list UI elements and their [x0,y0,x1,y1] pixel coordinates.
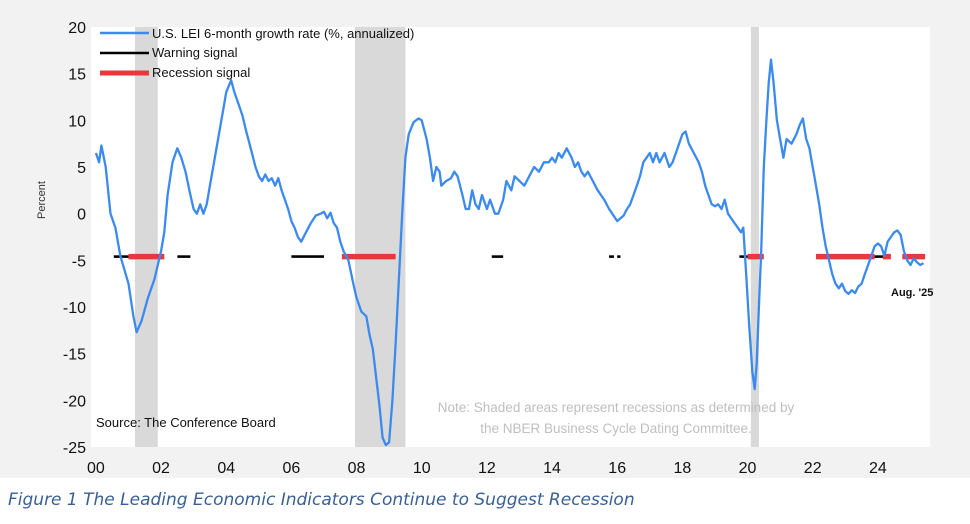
x-tick-label: 18 [673,460,691,477]
y-tick-label: -25 [63,440,86,457]
x-tick-label: 14 [543,460,561,477]
x-axis: 00 02 04 06 08 10 12 14 16 18 20 22 24 [87,460,887,477]
y-axis: 20 15 10 5 0 -5 -10 -15 -20 -25 [63,20,86,457]
y-tick-label: -5 [72,253,86,270]
y-tick-label: 5 [77,160,86,177]
note-annotation-line-1: Note: Shaded areas represent recessions … [438,400,795,415]
lei-chart: 20 15 10 5 0 -5 -10 -15 -20 -25 00 02 04 06 08 10 12 14 1… [36,20,933,477]
x-tick-label: 08 [348,460,366,477]
lei-series-line-0 [94,58,925,447]
y-axis-label: Percent [36,181,48,219]
y-tick-label: -15 [63,347,86,364]
x-tick-label: 00 [87,460,105,477]
recession-shade-1 [354,27,406,447]
recession-shading-layer [134,27,759,447]
y-tick-label: -20 [63,393,86,410]
y-tick-label: 15 [68,67,86,84]
x-tick-label: 24 [869,460,887,477]
series-layer [94,58,925,447]
end-date-label: Aug. '25 [891,287,933,299]
x-tick-label: 20 [739,460,757,477]
legend-label-warning: Warning signal [152,45,238,60]
figure-caption: Figure 1 The Leading Economic Indicators… [8,490,635,510]
x-tick-label: 04 [217,460,235,477]
x-tick-label: 16 [608,460,626,477]
recession-shade-0 [134,27,158,447]
x-tick-label: 02 [152,460,170,477]
y-tick-label: 10 [68,113,86,130]
legend-label-recession: Recession signal [152,65,250,80]
legend-label-lei: U.S. LEI 6-month growth rate (%, annuali… [152,26,414,41]
legend: U.S. LEI 6-month growth rate (%, annuali… [100,26,414,80]
y-tick-label: 0 [77,207,86,224]
source-annotation: Source: The Conference Board [96,415,276,430]
x-tick-label: 12 [478,460,496,477]
y-tick-label: 20 [68,20,86,37]
chart-panel: 20 15 10 5 0 -5 -10 -15 -20 -25 00 02 04 06 08 10 12 14 1… [0,0,970,478]
plot-background [91,27,930,447]
note-annotation-line-2: the NBER Business Cycle Dating Committee… [480,421,752,436]
x-tick-label: 10 [413,460,431,477]
x-tick-label: 06 [282,460,300,477]
x-tick-label: 22 [804,460,822,477]
recession-shade-2 [750,27,759,447]
y-tick-label: -10 [63,300,86,317]
